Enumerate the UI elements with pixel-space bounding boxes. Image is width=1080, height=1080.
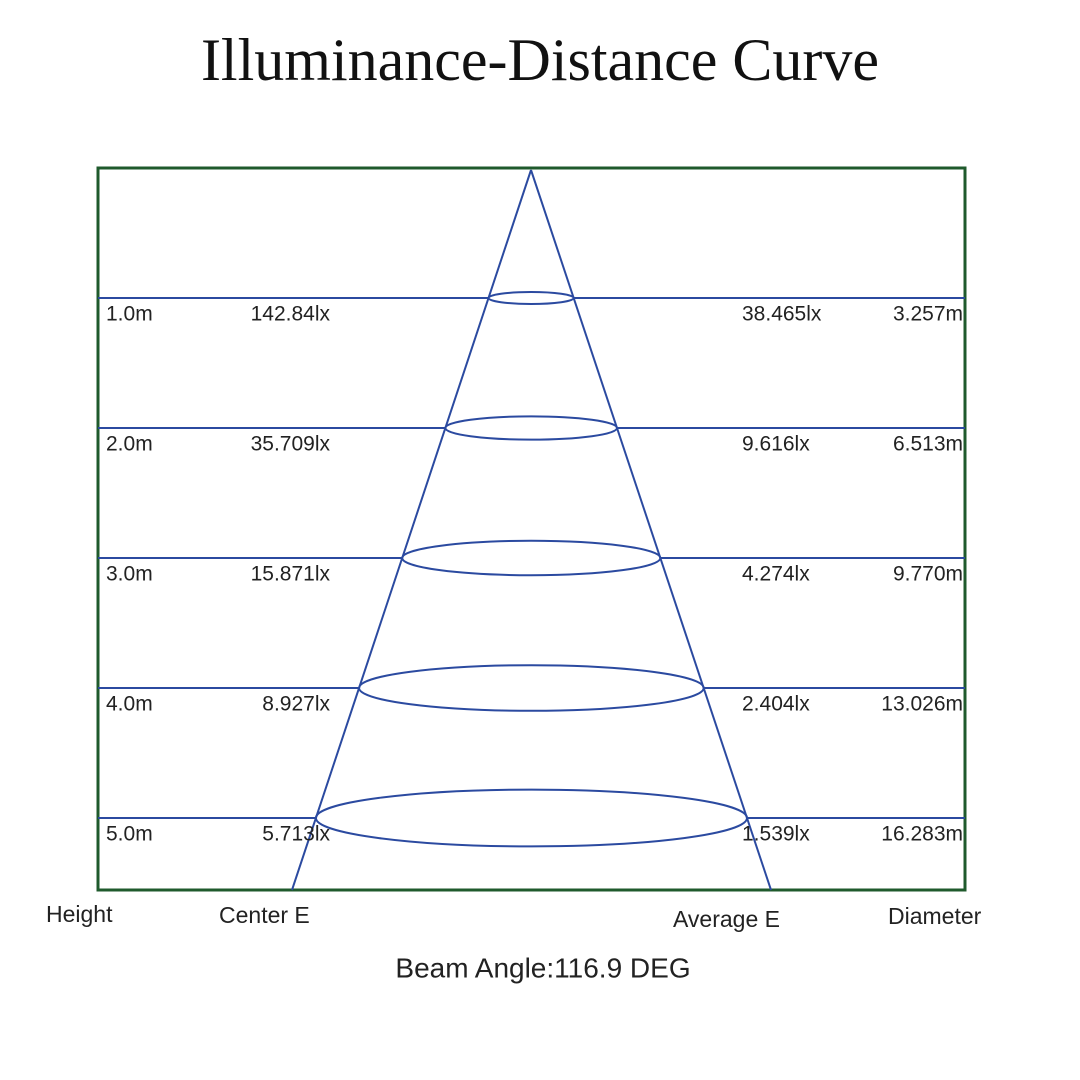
average-label: 2.404lx bbox=[742, 693, 810, 716]
diameter-label: 16.283m bbox=[881, 823, 963, 846]
diameter-label: 9.770m bbox=[893, 563, 963, 586]
diameter-label: 3.257m bbox=[893, 303, 963, 326]
footer-center: Center E bbox=[219, 902, 310, 928]
height-label: 3.0m bbox=[106, 563, 153, 586]
footer-diameter: Diameter bbox=[888, 903, 982, 929]
center-label: 35.709lx bbox=[251, 433, 331, 456]
beam-ring bbox=[444, 415, 618, 441]
beam-ring bbox=[487, 291, 575, 305]
height-label: 4.0m bbox=[106, 693, 153, 716]
beam-ring bbox=[401, 539, 662, 577]
diameter-label: 6.513m bbox=[893, 433, 963, 456]
footer-average: Average E bbox=[673, 906, 780, 932]
beam-angle: Beam Angle:116.9 DEG bbox=[395, 952, 690, 983]
center-label: 142.84lx bbox=[251, 303, 331, 326]
height-label: 1.0m bbox=[106, 303, 153, 326]
beam-ring bbox=[314, 788, 749, 848]
average-label: 9.616lx bbox=[742, 433, 810, 456]
average-label: 4.274lx bbox=[742, 563, 810, 586]
center-label: 8.927lx bbox=[262, 693, 330, 716]
footer-height: Height bbox=[46, 901, 113, 927]
title: Illuminance-Distance Curve bbox=[201, 27, 879, 93]
center-label: 15.871lx bbox=[251, 563, 331, 586]
height-label: 2.0m bbox=[106, 433, 153, 456]
average-label: 38.465lx bbox=[742, 303, 822, 326]
height-label: 5.0m bbox=[106, 823, 153, 846]
cone-right bbox=[530, 169, 772, 891]
average-label: 1.539lx bbox=[742, 823, 810, 846]
diameter-label: 13.026m bbox=[881, 693, 963, 716]
beam-ring bbox=[358, 664, 705, 712]
center-label: 5.713lx bbox=[262, 823, 330, 846]
cone-left bbox=[291, 169, 532, 891]
frame bbox=[96, 166, 967, 892]
